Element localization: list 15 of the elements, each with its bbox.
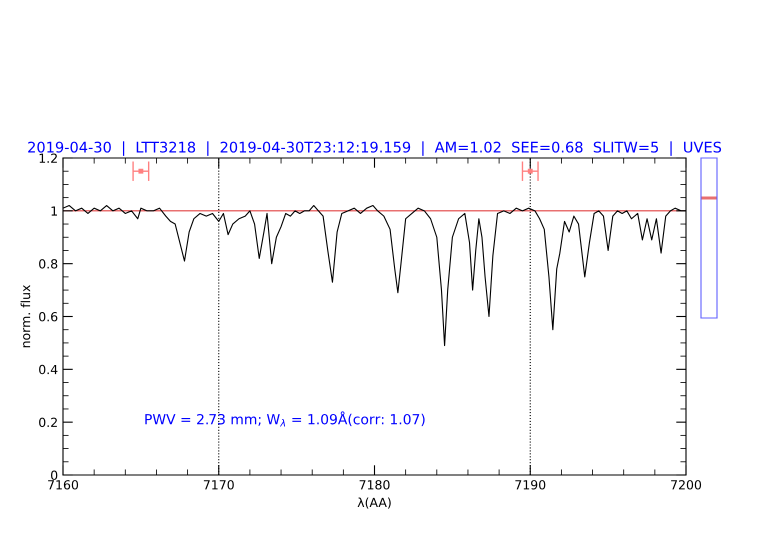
y-tick-label: 1 (52, 206, 57, 216)
y-axis-title: norm. flux (20, 285, 30, 348)
x-tick-label: 7170 (204, 480, 234, 490)
y-tick-label: 0 (51, 470, 58, 480)
x-tick-label: 7160 (48, 480, 78, 490)
annotation: PWV = 2.73 mm; W$_{λ}$ = 1.09Å(corr: 1.07) (145, 411, 425, 427)
x-tick-label: 7180 (360, 480, 390, 490)
y-tick-label: 0.4 (39, 364, 58, 374)
x-axis-title: λ(AA) (358, 498, 391, 509)
x-tick-label: 7200 (671, 480, 702, 490)
y-tick-label: 0.8 (39, 259, 58, 269)
x-tick-label: 7190 (515, 480, 546, 490)
y-tick-label: 1.2 (40, 153, 57, 163)
y-tick-label: 0.6 (39, 312, 58, 322)
y-tick-label: 0.2 (39, 418, 57, 428)
